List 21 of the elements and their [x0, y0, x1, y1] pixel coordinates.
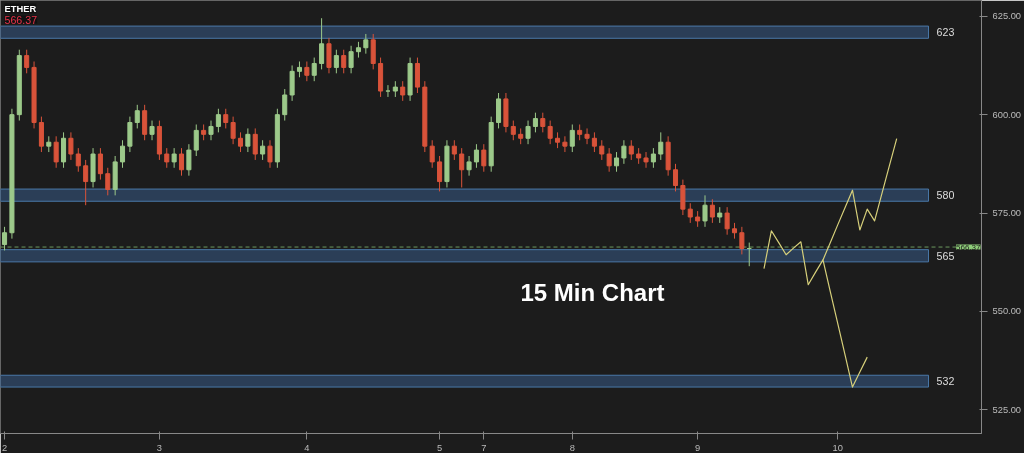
- chart-title: ETHER: [4, 3, 37, 14]
- y-tick-label: 600.00: [992, 109, 1022, 120]
- y-tick-label: 575.00: [992, 208, 1022, 219]
- text: 566.37: [4, 13, 38, 26]
- annotation: 15 Min Chart: [520, 278, 665, 306]
- band-label: 623: [936, 26, 955, 39]
- x-tick-label: 8: [569, 442, 575, 453]
- y-tick-label: 625.00: [992, 11, 1022, 22]
- y-tick-label: 550.00: [992, 306, 1022, 317]
- x-tick-label: 5: [436, 442, 443, 453]
- x-tick-label: 4: [304, 442, 310, 453]
- x-tick-label: 9: [695, 442, 701, 453]
- y-tick-label: 525.00: [992, 404, 1022, 415]
- ref-line-label: 566.37: [956, 242, 982, 252]
- x-tick-label: 2: [1, 442, 8, 453]
- band-label: 580: [936, 189, 955, 202]
- band-label: 532: [936, 375, 955, 388]
- x-tick-label: 3: [156, 442, 162, 453]
- x-tick-label: 7: [481, 442, 487, 453]
- band-label: 565: [936, 249, 955, 262]
- x-tick-label: 10: [832, 442, 843, 453]
